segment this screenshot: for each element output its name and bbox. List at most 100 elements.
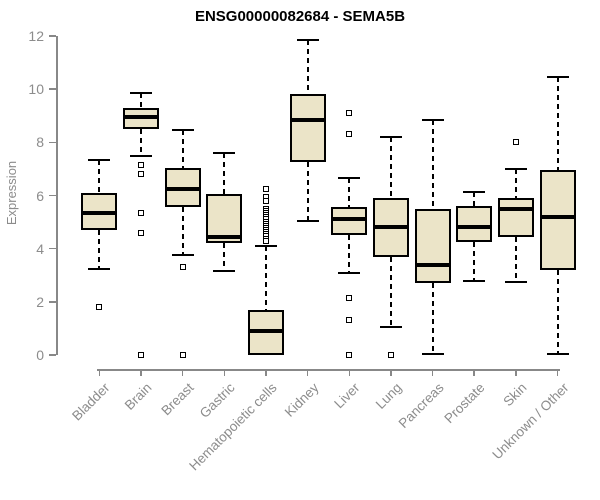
upper-whisker-cap [171, 129, 194, 132]
upper-whisker [556, 77, 559, 171]
x-axis-tick [473, 369, 475, 376]
median-line [124, 115, 157, 120]
x-axis-tick [306, 369, 309, 376]
upper-whisker-cap [463, 190, 486, 193]
median-line [499, 206, 532, 211]
median-line [249, 329, 282, 334]
outlier-point [137, 171, 144, 178]
outlier-point [262, 197, 269, 204]
x-axis-tick [515, 369, 517, 376]
lower-whisker [348, 235, 351, 273]
y-axis-tick [49, 247, 56, 250]
outlier-point [387, 352, 394, 358]
x-axis-tick [390, 369, 392, 376]
y-axis-line [56, 36, 58, 355]
upper-whisker [98, 159, 101, 193]
upper-whisker-cap [504, 167, 527, 170]
lower-whisker [98, 230, 101, 269]
lower-whisker [514, 236, 517, 282]
upper-whisker-cap [254, 245, 277, 247]
outlier-point [512, 139, 519, 146]
upper-whisker [348, 178, 351, 208]
y-axis-tick-label: 6 [36, 187, 44, 204]
upper-whisker [181, 130, 184, 168]
y-axis-tick [49, 35, 56, 37]
outlier-point [346, 110, 353, 117]
upper-whisker [139, 93, 142, 108]
lower-whisker-cap [463, 279, 486, 282]
upper-whisker-cap [213, 151, 236, 154]
upper-whisker [264, 246, 267, 310]
boxplot-box [414, 208, 451, 284]
lower-whisker-cap [296, 219, 319, 222]
lower-whisker [181, 207, 184, 256]
lower-whisker-cap [88, 267, 111, 270]
upper-whisker-cap [421, 118, 444, 121]
outlier-point [179, 264, 186, 271]
chart-title: ENSG00000082684 - SEMA5B [194, 8, 406, 25]
outlier-point [179, 352, 186, 358]
lower-whisker-cap [546, 352, 569, 355]
upper-whisker [514, 168, 517, 199]
lower-whisker-cap [338, 271, 361, 274]
lower-whisker [431, 283, 434, 354]
lower-whisker [223, 243, 226, 272]
lower-whisker [306, 162, 309, 221]
y-axis-tick-label: 12 [28, 28, 44, 44]
x-axis-tick [348, 369, 350, 376]
median-line [374, 225, 407, 230]
outlier-point [137, 229, 144, 236]
y-axis-tick [49, 301, 56, 303]
y-axis-tick [49, 354, 56, 356]
outlier-point [137, 209, 144, 216]
outlier-point [346, 294, 353, 301]
outlier-point [137, 161, 144, 168]
median-line [166, 186, 199, 191]
upper-whisker [431, 119, 434, 209]
upper-whisker [306, 39, 309, 95]
outlier-point [346, 317, 353, 324]
upper-whisker-cap [129, 92, 152, 95]
x-axis-tick [181, 369, 184, 376]
upper-whisker [389, 137, 392, 199]
boxplot-box [497, 198, 534, 237]
median-line [333, 217, 366, 222]
lower-whisker-cap [129, 154, 152, 157]
lower-whisker-cap [504, 280, 527, 283]
upper-whisker-cap [379, 136, 402, 139]
outlier-point [346, 352, 353, 358]
x-axis-tick [556, 369, 559, 376]
median-line [458, 225, 491, 230]
lower-whisker-cap [379, 326, 402, 329]
boxplot-box [539, 170, 576, 270]
x-axis-tick [223, 369, 226, 376]
median-line [416, 262, 449, 267]
median-line [208, 234, 241, 239]
median-line [83, 210, 116, 215]
y-axis-tick [49, 88, 56, 90]
y-axis-tick-label: 0 [36, 347, 44, 363]
x-axis-line [96, 369, 561, 371]
lower-whisker [473, 242, 476, 281]
median-line [291, 117, 324, 122]
upper-whisker-cap [88, 158, 111, 161]
upper-whisker [473, 191, 476, 207]
lower-whisker-cap [171, 254, 194, 257]
boxplot-box [456, 206, 493, 242]
outlier-point [262, 185, 269, 192]
median-line [541, 214, 574, 219]
y-axis-tick-label: 4 [36, 240, 44, 257]
y-axis-tick [49, 141, 56, 144]
outlier-point [262, 237, 269, 244]
upper-whisker [223, 152, 226, 195]
y-axis-tick-label: 8 [36, 134, 44, 151]
x-axis-tick [265, 369, 267, 376]
lower-whisker-cap [421, 352, 444, 355]
x-axis-tick [98, 369, 101, 376]
y-axis-tick-label: 10 [28, 81, 44, 98]
outlier-point [96, 304, 103, 311]
upper-whisker-cap [338, 177, 361, 180]
x-axis-tick [140, 369, 142, 376]
y-axis-tick-label: 2 [36, 293, 44, 310]
